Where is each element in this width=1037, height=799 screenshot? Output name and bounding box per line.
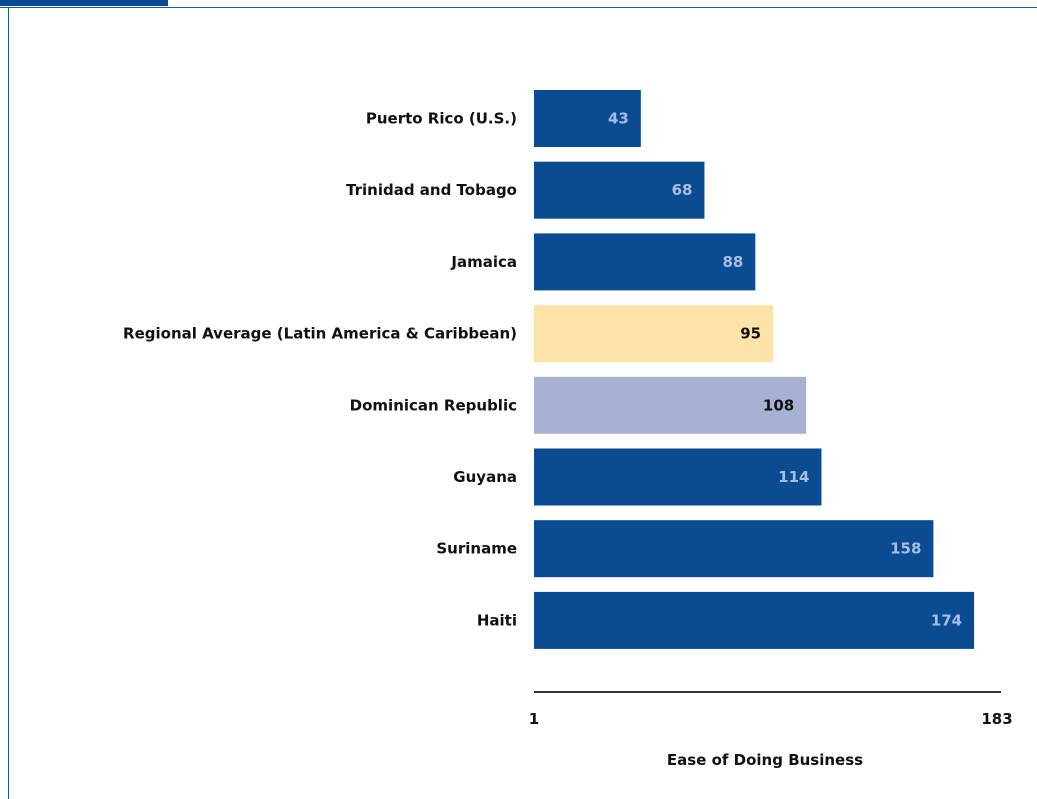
value-label-suriname: 158 bbox=[890, 540, 921, 558]
category-label-regional-average-latin-america-caribbean: Regional Average (Latin America & Caribb… bbox=[123, 325, 517, 343]
value-label-jamaica: 88 bbox=[722, 253, 743, 271]
bars-group bbox=[534, 90, 975, 649]
value-label-dominican-republic: 108 bbox=[763, 396, 794, 414]
bar-suriname bbox=[534, 520, 934, 578]
header-tab bbox=[0, 0, 168, 6]
value-label-haiti: 174 bbox=[931, 611, 962, 629]
bar-regional-average-latin-america-caribbean bbox=[534, 305, 774, 363]
frame-border-left bbox=[8, 7, 9, 799]
category-label-trinidad-and-tobago: Trinidad and Tobago bbox=[346, 181, 517, 199]
category-label-dominican-republic: Dominican Republic bbox=[350, 396, 517, 414]
x-axis-title: Ease of Doing Business bbox=[667, 751, 863, 769]
bar-trinidad-and-tobago bbox=[534, 161, 705, 219]
value-label-regional-average-latin-america-caribbean: 95 bbox=[740, 325, 761, 343]
bar-puerto-rico-u-s bbox=[534, 90, 641, 147]
category-label-guyana: Guyana bbox=[453, 468, 517, 486]
category-label-jamaica: Jamaica bbox=[450, 253, 517, 271]
value-label-puerto-rico-u-s: 43 bbox=[608, 110, 629, 128]
value-labels: 43 68 88 95 108 114 158 174 bbox=[608, 110, 962, 630]
category-label-haiti: Haiti bbox=[477, 611, 517, 629]
bar-jamaica bbox=[534, 233, 756, 291]
bar-guyana bbox=[534, 448, 822, 506]
bar-haiti bbox=[534, 591, 975, 649]
value-label-guyana: 114 bbox=[778, 468, 809, 486]
category-label-suriname: Suriname bbox=[436, 540, 517, 558]
bar-dominican-republic bbox=[534, 376, 807, 434]
category-labels: Puerto Rico (U.S.) Trinidad and Tobago Jam… bbox=[123, 110, 517, 630]
x-tick-label-max: 183 bbox=[981, 710, 1012, 728]
category-label-puerto-rico-u-s: Puerto Rico (U.S.) bbox=[366, 110, 517, 128]
x-tick-label-min: 1 bbox=[529, 710, 539, 728]
frame-border-top bbox=[0, 7, 1037, 8]
value-label-trinidad-and-tobago: 68 bbox=[672, 181, 693, 199]
